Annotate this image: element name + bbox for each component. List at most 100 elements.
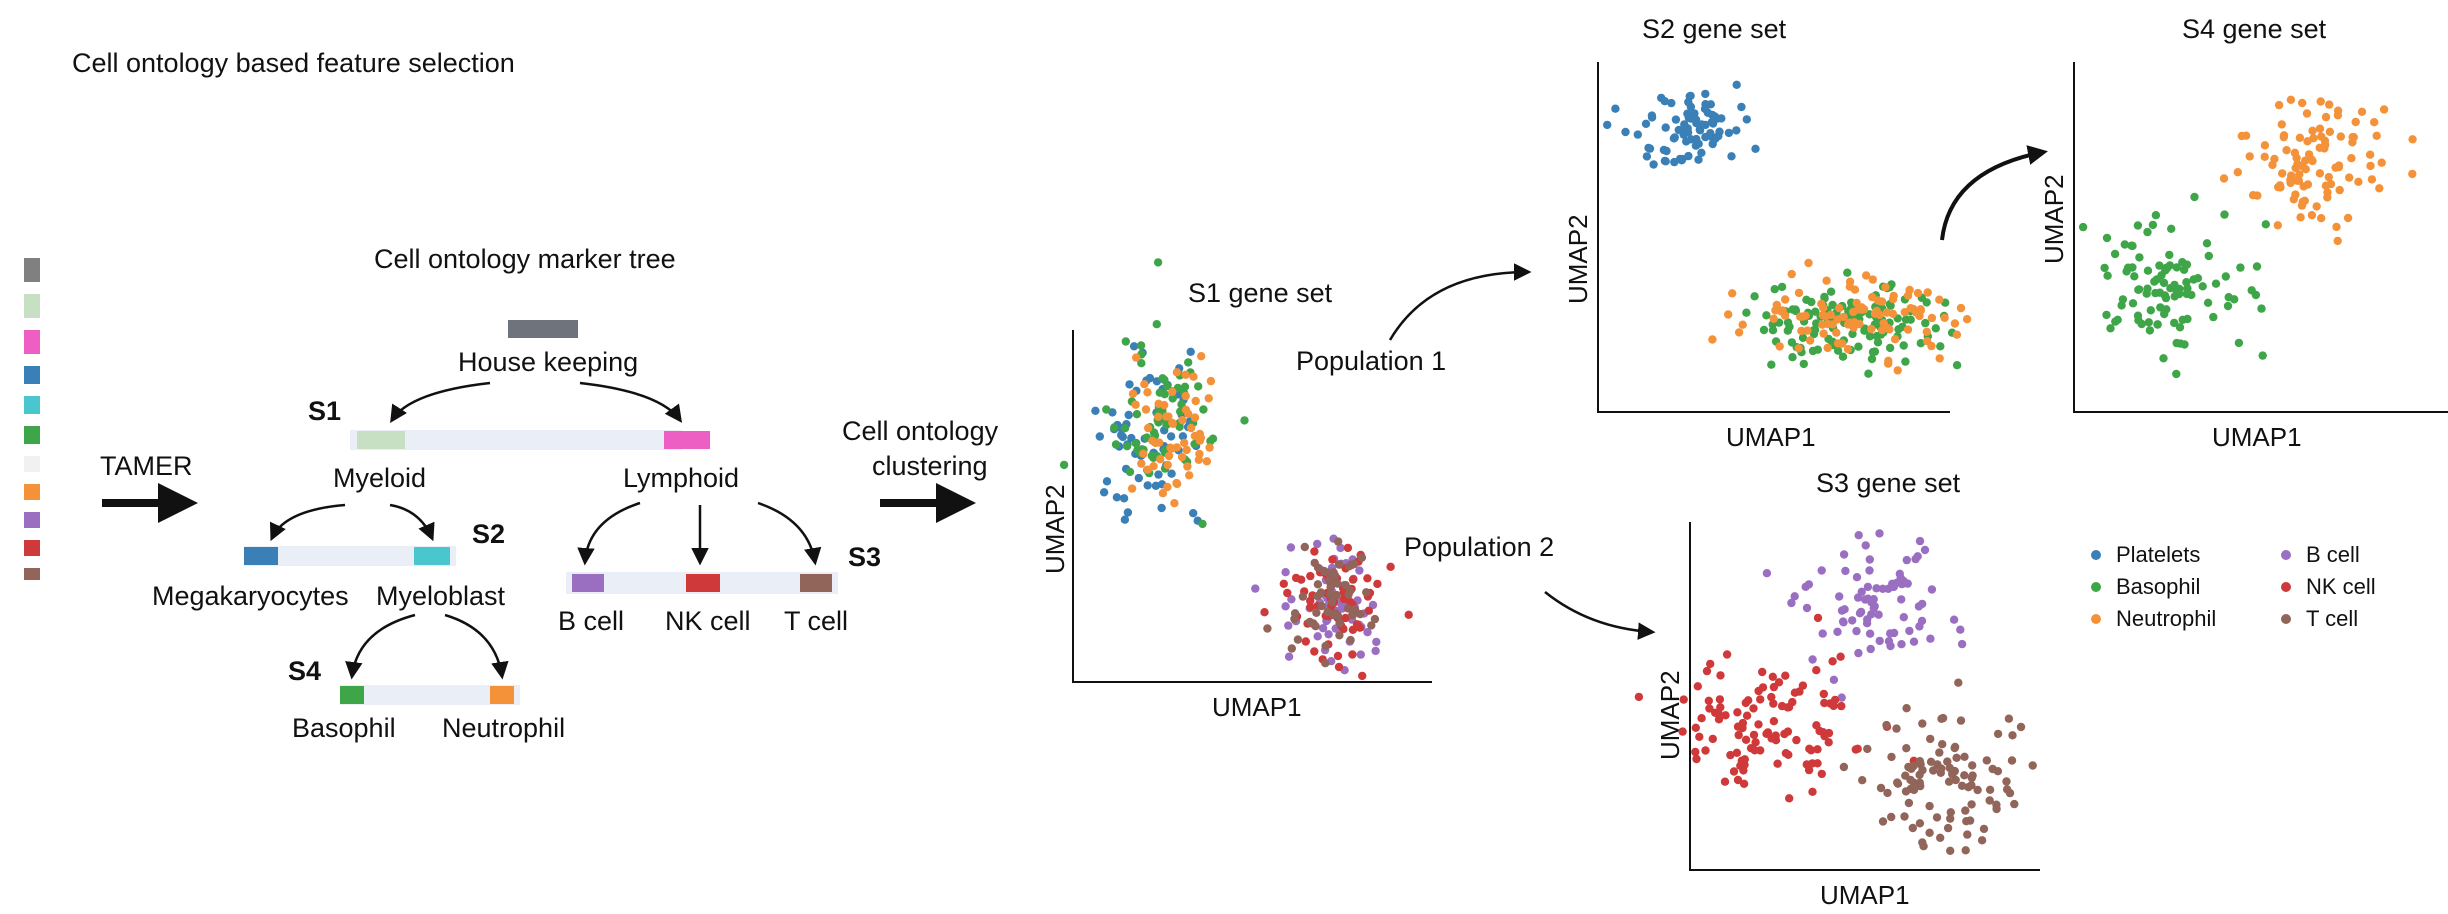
neutrophil-point xyxy=(1164,451,1174,461)
tcell-point xyxy=(1973,785,1982,795)
bcell-point xyxy=(1281,602,1290,611)
platelets-point xyxy=(1189,509,1198,518)
tcell-point xyxy=(1932,813,1942,822)
s4-xlabel: UMAP1 xyxy=(2212,422,2302,452)
platelets-point xyxy=(1732,80,1741,90)
bcell-marker xyxy=(572,574,604,592)
bcell-point xyxy=(1861,541,1870,550)
tcell-point xyxy=(1992,800,2001,809)
nkcell-point xyxy=(1691,723,1701,732)
bcell-point xyxy=(1918,599,1927,609)
neutrophil-point xyxy=(1950,319,1960,328)
tcell-point xyxy=(1327,597,1337,607)
s4-axes xyxy=(2073,62,2448,413)
bcell-point xyxy=(1848,616,1857,625)
tcell-point xyxy=(1926,734,1935,744)
basophil-point xyxy=(1824,334,1833,344)
bcell-point xyxy=(1284,621,1293,630)
neutrophil-point xyxy=(2291,190,2300,199)
neutrophil-point xyxy=(2333,106,2343,115)
legend-label: Neutrophil xyxy=(2116,606,2216,631)
basophil-point xyxy=(1120,424,1130,433)
nkcell-point xyxy=(1726,750,1735,760)
neutrophil-point xyxy=(2317,214,2326,223)
neutrophil-point xyxy=(2320,136,2330,145)
neutrophil-point xyxy=(2365,150,2375,159)
platelets-point xyxy=(1732,126,1741,135)
neutrophil-point xyxy=(1168,419,1178,428)
s2-label: S2 xyxy=(472,519,505,549)
marker-strip-segment xyxy=(24,484,40,500)
basophil-point xyxy=(1783,326,1793,335)
nkcell-point xyxy=(1704,696,1714,705)
s3-points xyxy=(1634,529,2037,855)
basophil-point xyxy=(1788,305,1797,314)
platelets-point xyxy=(1621,127,1630,137)
platelets-point xyxy=(1649,160,1658,169)
tcell-label: T cell xyxy=(784,606,848,636)
bcell-point xyxy=(1875,636,1884,646)
tree-title: Cell ontology marker tree xyxy=(374,244,676,274)
neutrophil-point xyxy=(2279,132,2288,142)
neutrophil-point xyxy=(1903,325,1913,334)
platelets-point xyxy=(1154,470,1163,479)
s2-xlabel: UMAP1 xyxy=(1726,422,1816,452)
basophil-point xyxy=(2102,310,2111,320)
tcell-point xyxy=(1321,659,1330,668)
tcell-point xyxy=(1290,614,1299,624)
legend-swatch xyxy=(2281,614,2291,624)
neutrophil-point xyxy=(2302,109,2312,118)
nkcell-point xyxy=(1837,701,1846,711)
neutrophil-point xyxy=(1724,310,1733,319)
arrow-lymphoid-bcell xyxy=(577,501,641,566)
basophil-point xyxy=(2182,260,2192,269)
nkcell-point xyxy=(1678,727,1687,736)
basophil-point xyxy=(1759,325,1769,335)
s4-points xyxy=(2078,95,2417,379)
tcell-point xyxy=(2010,799,2019,809)
nkcell-point xyxy=(1706,659,1715,669)
neutrophil-point xyxy=(1172,478,1181,488)
tcell-point xyxy=(1925,828,1934,837)
neutrophil-point xyxy=(1131,400,1140,409)
bcell-point xyxy=(1865,555,1875,564)
bcell-point xyxy=(1372,637,1381,647)
basophil-point xyxy=(1799,359,1809,369)
nkcell-point xyxy=(1364,606,1374,615)
neutrophil-point xyxy=(1183,462,1192,471)
neutrophil-point xyxy=(2248,191,2258,200)
tcell-point xyxy=(1985,796,1994,805)
s2-bar xyxy=(244,546,456,566)
neutrophil-point xyxy=(1890,335,1900,344)
clustering-line2: clustering xyxy=(872,451,988,481)
neutrophil-point xyxy=(2316,97,2325,106)
neutrophil-point xyxy=(1803,326,1812,335)
neutrophil-point xyxy=(1884,356,1893,365)
neutrophil-point xyxy=(1881,283,1890,292)
bcell-point xyxy=(1874,610,1883,619)
neutrophil-point xyxy=(1905,285,1914,295)
basophil-point xyxy=(2247,286,2256,295)
nkcell-point xyxy=(1751,738,1760,747)
neutrophil-point xyxy=(1128,389,1138,398)
neutrophil-point xyxy=(1186,423,1196,433)
nkcell-point xyxy=(1692,754,1701,764)
nkcell-point xyxy=(1404,610,1413,619)
basophil-point xyxy=(2103,271,2112,280)
bcell-point xyxy=(1808,655,1817,664)
platelets-point xyxy=(1714,131,1723,141)
nkcell-point xyxy=(1828,657,1837,666)
platelets-point xyxy=(1667,98,1676,108)
platelets-point xyxy=(1124,410,1133,420)
marker-tree: Cell ontology marker tree House keeping … xyxy=(152,244,881,743)
nkcell-point xyxy=(1792,735,1801,745)
tcell-point xyxy=(2008,731,2017,740)
tcell-point xyxy=(1839,762,1849,772)
tcell-point xyxy=(1957,781,1967,790)
nkcell-point xyxy=(1693,682,1703,691)
basophil-point xyxy=(1158,374,1167,383)
platelets-point xyxy=(1099,488,1109,497)
tcell-point xyxy=(1919,842,1928,851)
basophil-point xyxy=(1770,285,1779,294)
basophil-point xyxy=(1864,369,1873,378)
